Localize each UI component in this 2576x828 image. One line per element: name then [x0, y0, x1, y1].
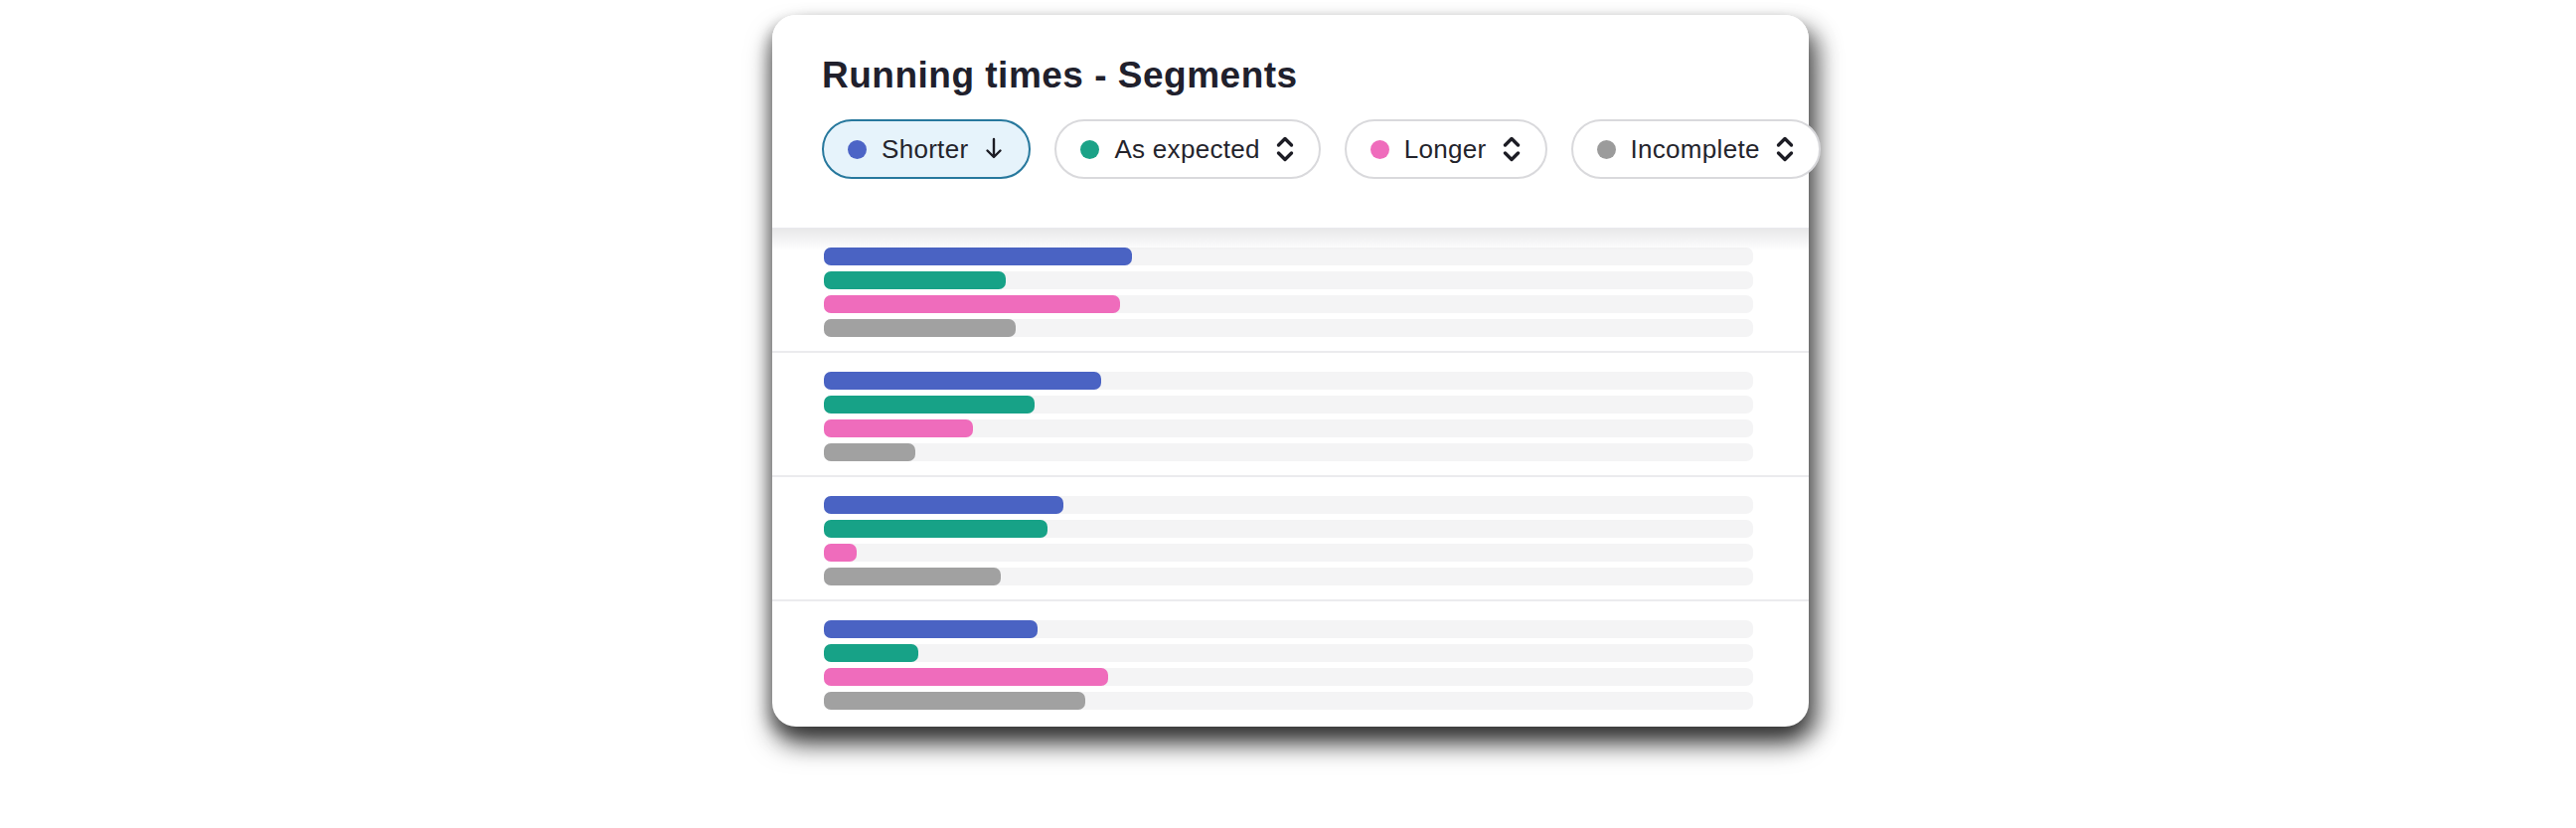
- bar-track: [824, 372, 1753, 390]
- bar-track: [824, 568, 1753, 585]
- bar-track: [824, 248, 1753, 265]
- chevron-up-down-icon: [1775, 135, 1795, 163]
- bar-fill-longer: [824, 544, 857, 562]
- bar-groups: [772, 229, 1809, 724]
- bar-track: [824, 668, 1753, 686]
- bar-track: [824, 620, 1753, 638]
- bar-fill-shorter: [824, 620, 1038, 638]
- bar-track: [824, 496, 1753, 514]
- chevron-up-down-icon: [1502, 135, 1522, 163]
- segments-bar-chart: [772, 228, 1809, 727]
- bar-fill-as_expected: [824, 520, 1047, 538]
- bar-fill-longer: [824, 295, 1120, 313]
- bar-track: [824, 396, 1753, 414]
- bar-track: [824, 644, 1753, 662]
- bar-fill-incomplete: [824, 692, 1085, 710]
- filter-chip-as-expected[interactable]: As expected: [1054, 119, 1320, 179]
- filter-chip-shorter[interactable]: Shorter: [822, 119, 1031, 179]
- shorter-dot-icon: [848, 140, 867, 159]
- bar-track: [824, 544, 1753, 562]
- filter-chips-row: Shorter As expected Longer: [822, 119, 1759, 179]
- bar-track: [824, 692, 1753, 710]
- arrow-down-icon: [983, 136, 1005, 162]
- bar-track: [824, 271, 1753, 289]
- bar-fill-shorter: [824, 372, 1101, 390]
- bar-fill-longer: [824, 668, 1108, 686]
- bar-fill-as_expected: [824, 396, 1035, 414]
- bar-fill-longer: [824, 419, 973, 437]
- bar-fill-incomplete: [824, 319, 1016, 337]
- filter-chip-longer[interactable]: Longer: [1345, 119, 1547, 179]
- segment-group: [772, 475, 1809, 599]
- filter-chip-label: Longer: [1404, 134, 1487, 165]
- segment-group: [772, 351, 1809, 475]
- bar-track: [824, 443, 1753, 461]
- bar-fill-as_expected: [824, 271, 1006, 289]
- as-expected-dot-icon: [1080, 140, 1099, 159]
- card-header: Running times - Segments Shorter As expe…: [772, 15, 1809, 228]
- bar-track: [824, 319, 1753, 337]
- filter-chip-incomplete[interactable]: Incomplete: [1571, 119, 1821, 179]
- running-times-card: Running times - Segments Shorter As expe…: [772, 15, 1809, 727]
- card-title: Running times - Segments: [822, 53, 1759, 98]
- bar-track: [824, 419, 1753, 437]
- chevron-up-down-icon: [1275, 135, 1295, 163]
- longer-dot-icon: [1370, 140, 1389, 159]
- segment-group: [772, 229, 1809, 351]
- bar-fill-shorter: [824, 496, 1063, 514]
- bar-fill-incomplete: [824, 443, 915, 461]
- bar-fill-incomplete: [824, 568, 1001, 585]
- incomplete-dot-icon: [1597, 140, 1616, 159]
- filter-chip-label: Shorter: [882, 134, 968, 165]
- segment-group: [772, 599, 1809, 724]
- bar-fill-as_expected: [824, 644, 918, 662]
- bar-track: [824, 295, 1753, 313]
- filter-chip-label: Incomplete: [1631, 134, 1760, 165]
- filter-chip-label: As expected: [1114, 134, 1259, 165]
- bar-fill-shorter: [824, 248, 1132, 265]
- bar-track: [824, 520, 1753, 538]
